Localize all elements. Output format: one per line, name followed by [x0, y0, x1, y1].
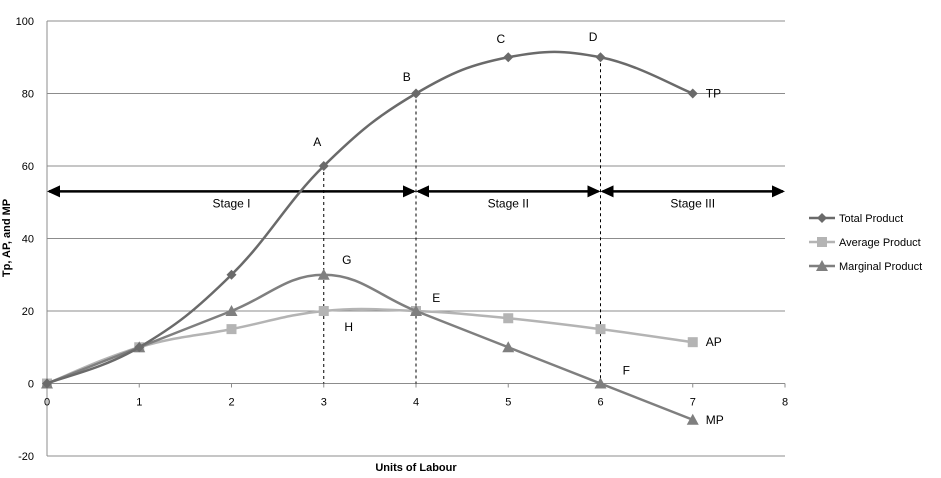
y-tick-label: 20: [22, 306, 34, 318]
data-point: [225, 305, 238, 316]
stage-label: Stage I: [212, 196, 250, 210]
data-point: [595, 52, 606, 63]
data-point: [503, 313, 514, 324]
x-axis-title: Units of Labour: [375, 462, 457, 474]
y-tick-label: 100: [16, 16, 34, 28]
data-point: [410, 305, 422, 316]
point-label: G: [342, 253, 351, 267]
series: AP MP TP: [41, 50, 724, 427]
stage-arrow-head-left: [600, 185, 614, 198]
stage-arrow: Stage I: [47, 185, 416, 210]
series-end-label: AP: [706, 335, 722, 349]
data-point: [594, 377, 607, 389]
x-tick-label: 5: [505, 397, 511, 409]
y-tick-label: -20: [18, 451, 34, 463]
data-point: [687, 88, 698, 99]
data-point: [42, 378, 52, 389]
point-label: H: [344, 320, 353, 334]
x-tick-label: 3: [321, 397, 327, 409]
legend-label: Total Product: [839, 213, 903, 225]
series-end-label: TP: [706, 87, 721, 101]
legend-label: Marginal Product: [839, 261, 922, 273]
series-marginal-product: MP: [41, 268, 724, 427]
data-point: [817, 213, 827, 223]
stage-arrow-head-right: [772, 185, 785, 198]
stage-arrow-head-left: [47, 185, 60, 198]
stage-arrow: Stage II: [416, 185, 601, 210]
point-label: C: [497, 32, 506, 46]
point-label: D: [589, 30, 598, 44]
series-line: [46, 50, 694, 385]
data-point: [318, 161, 329, 171]
x-tick-label: 7: [690, 397, 696, 409]
stage-arrow-head-right: [587, 185, 601, 198]
series-end-label: MP: [706, 413, 724, 427]
point-label: E: [432, 291, 440, 305]
data-point: [134, 342, 145, 353]
x-tick-label: 6: [597, 397, 603, 409]
data-point: [411, 88, 421, 99]
data-point: [503, 52, 514, 63]
data-point: [816, 260, 828, 271]
data-point: [226, 324, 237, 335]
legend-item: Marginal Product: [809, 260, 922, 273]
x-tick-label: 4: [413, 397, 419, 409]
y-tick-label: 80: [22, 89, 34, 101]
stage-arrow: Stage III: [600, 185, 785, 210]
stage-label: Stage III: [670, 196, 715, 210]
x-tick-label: 8: [782, 397, 788, 409]
stage-arrows: Stage I Stage II Stage III: [47, 185, 785, 210]
series-line: [46, 273, 694, 421]
point-label: A: [313, 135, 321, 149]
data-point: [817, 237, 827, 247]
data-point: [318, 306, 329, 316]
x-tick-label: 1: [136, 397, 142, 409]
legend-item: Total Product: [809, 213, 903, 225]
data-point: [226, 269, 237, 280]
point-labels: A B C D G H E F: [313, 30, 630, 378]
x-tick-label: 2: [228, 397, 234, 409]
legend-item: Average Product: [809, 237, 921, 249]
stage-label: Stage II: [488, 196, 529, 210]
series-total-product: TP: [42, 50, 721, 389]
legend: Total Product Average Product Marginal Pro…: [809, 213, 922, 273]
y-tick-label: 0: [28, 379, 34, 391]
y-tick-label: 60: [22, 161, 34, 173]
data-point: [686, 413, 699, 425]
x-tick-label: 0: [44, 397, 50, 409]
y-axis-title: Tp, AP, and MP: [1, 199, 13, 277]
legend-label: Average Product: [839, 237, 921, 249]
stage-arrow-head-right: [403, 185, 416, 198]
y-tick-label: 40: [22, 234, 34, 246]
data-point: [317, 268, 330, 280]
point-label: F: [623, 363, 630, 377]
data-point: [687, 337, 698, 348]
stage-arrow-head-left: [416, 185, 429, 198]
data-point: [595, 324, 606, 335]
data-point: [502, 341, 515, 353]
point-label: B: [403, 70, 411, 84]
dashed-reference-lines: [323, 57, 601, 384]
